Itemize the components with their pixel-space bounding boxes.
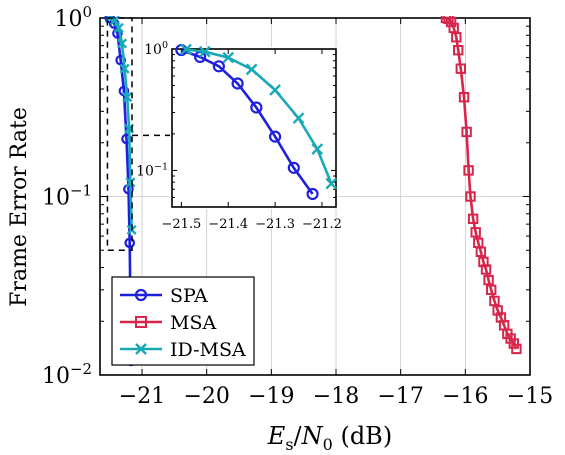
data-point	[511, 343, 522, 355]
data-point	[455, 63, 467, 74]
data-point	[113, 22, 124, 33]
series-msa	[440, 16, 522, 355]
inset-data-point	[245, 63, 258, 76]
inset-data-point	[287, 161, 300, 174]
data-point	[465, 191, 476, 202]
data-point	[480, 264, 492, 275]
inset-data-point	[180, 43, 192, 56]
legend-marker	[135, 343, 147, 355]
inset-data-point	[292, 112, 305, 124]
y-tick-label: 100	[54, 3, 92, 32]
x-tick-label: −16	[442, 384, 488, 409]
data-point	[489, 295, 500, 307]
data-point	[467, 213, 479, 225]
inset-data-point	[222, 51, 235, 64]
y-tick-label: 10−2	[42, 360, 92, 389]
data-point	[116, 38, 128, 49]
data-point	[475, 246, 487, 258]
inset-data-point	[311, 143, 324, 155]
inset-background	[170, 47, 338, 209]
data-point	[122, 92, 133, 103]
inset-data-point	[268, 130, 282, 143]
inset-plot: −21.5 −21.4 −21.3 −21.2 100 10−1	[136, 40, 342, 232]
plot-frame	[99, 17, 531, 376]
x-tick-label: −19	[248, 384, 294, 409]
data-point	[461, 126, 472, 138]
inset-x-tick-label: −21.2	[302, 217, 342, 232]
data-point	[508, 338, 520, 349]
legend-label: ID-MSA	[170, 339, 246, 361]
data-point	[124, 237, 136, 249]
data-point	[125, 177, 136, 188]
inset-data-point	[325, 177, 338, 190]
data-point	[483, 274, 494, 286]
inset-x-tick-label: −21.3	[255, 217, 295, 232]
data-point	[445, 16, 457, 28]
inset-x-tick-label: −21.5	[161, 217, 201, 232]
legend-marker	[134, 288, 148, 302]
y-tick-label: 10−1	[42, 181, 92, 210]
legend-label: SPA	[170, 285, 208, 307]
data-point	[119, 63, 130, 74]
series-id-msa	[104, 16, 137, 235]
inset-y-tick-label: 10−1	[136, 162, 168, 180]
inset-x-tick-label: −21.4	[208, 217, 248, 232]
legend-label: MSA	[170, 312, 216, 334]
data-point	[470, 227, 481, 238]
inset-data-point	[231, 77, 244, 90]
main-plot: −21 −20 −19 −18 −17 −16 −15 100 10−1 10−2	[42, 3, 553, 409]
inset-data-point	[306, 187, 319, 201]
inset-y-tick-label: 100	[144, 40, 168, 58]
x-tick-label: −18	[313, 384, 359, 409]
legend: SPA MSA ID-MSA	[111, 276, 255, 366]
zoom-rect	[106, 17, 133, 251]
inset-data-point	[212, 60, 225, 73]
data-point	[453, 45, 464, 56]
x-tick-label: −15	[507, 384, 553, 409]
inset-data-point	[269, 84, 281, 96]
zoom-region-box	[106, 17, 172, 251]
inset-frame	[171, 48, 337, 208]
x-tick-label: −21	[119, 384, 165, 409]
data-point	[463, 165, 474, 176]
legend-marker	[135, 316, 147, 328]
x-axis-label: Es/N0 (dB)	[267, 422, 392, 454]
inset-series-line	[185, 48, 333, 184]
y-axis-label: Frame Error Rate	[7, 107, 32, 307]
data-point	[486, 284, 497, 296]
x-tick-label: −17	[377, 384, 423, 409]
inset-data-point	[250, 101, 263, 114]
inset-series-id-msa	[180, 43, 338, 190]
legend-entry-id-msa: ID-MSA	[120, 339, 246, 361]
data-point	[458, 92, 470, 103]
legend-entry-spa: SPA	[120, 285, 208, 307]
legend-entry-msa: MSA	[120, 312, 216, 334]
data-point	[451, 32, 462, 43]
x-tick-label: −20	[183, 384, 229, 409]
data-point	[121, 133, 132, 145]
inset-data-point	[198, 45, 211, 58]
